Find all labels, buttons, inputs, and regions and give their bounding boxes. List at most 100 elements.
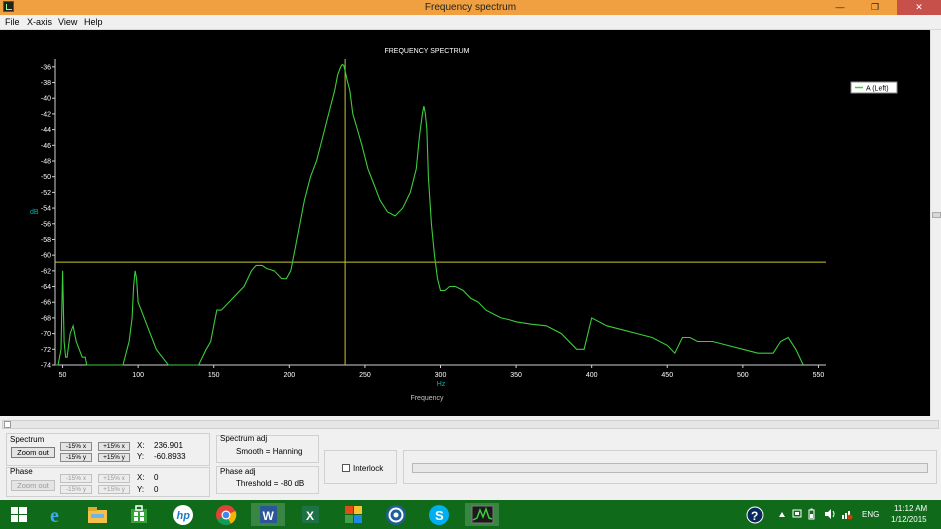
chrome-icon[interactable] — [209, 503, 243, 526]
hp-icon[interactable]: hp — [166, 503, 200, 526]
x-tick-label: 200 — [283, 372, 295, 379]
spectrum-adj-label: Spectrum adj — [220, 434, 268, 443]
x-tick-label: 100 — [132, 372, 144, 379]
threshold-value[interactable]: Threshold = -80 dB — [236, 479, 305, 488]
spectrum-x-value: 236.901 — [154, 441, 183, 450]
progress-group — [403, 450, 937, 484]
show-hidden-icons-icon[interactable] — [778, 510, 786, 518]
spectrum-chart[interactable]: FREQUENCY SPECTRUM -36 -38 -40 -42 -44 -46 -48 -… — [0, 30, 930, 416]
y-tick-label: -44 — [41, 127, 51, 134]
colorful-app-icon[interactable] — [336, 503, 370, 526]
excel-icon[interactable]: X — [293, 503, 327, 526]
clock-date[interactable]: 1/12/2015 — [891, 515, 927, 524]
spectrum-adj-group — [216, 435, 319, 463]
progress-bar — [412, 463, 928, 473]
x-tick-label: 450 — [661, 372, 673, 379]
x-tick-label: 250 — [359, 372, 371, 379]
y-tick-label: -40 — [41, 96, 51, 103]
interlock-checkbox[interactable] — [342, 464, 350, 472]
minimize-button[interactable]: — — [835, 2, 845, 12]
spectrum-app-icon[interactable] — [465, 503, 499, 526]
phase-x-value: 0 — [154, 473, 159, 482]
action-center-icon[interactable] — [792, 509, 802, 519]
app-icon[interactable] — [3, 1, 14, 12]
y-tick-label: -52 — [41, 190, 51, 197]
skype-icon[interactable]: S — [422, 503, 456, 526]
horizontal-scroll-thumb[interactable] — [4, 421, 11, 428]
y-tick-label: -54 — [41, 206, 51, 213]
file-explorer-icon[interactable] — [80, 503, 114, 526]
windows-logo-icon — [11, 507, 27, 522]
y-tick-label: -56 — [41, 221, 51, 228]
phase-minus-y-button[interactable]: -15% y — [60, 485, 92, 494]
x-tick-label: 550 — [813, 372, 825, 379]
y-tick-label: -74 — [41, 363, 51, 370]
battery-icon[interactable] — [808, 508, 816, 520]
windows-start-button[interactable] — [2, 503, 36, 526]
spectrum-x-label: X: — [137, 441, 145, 450]
x-axis-label: Frequency — [410, 395, 444, 402]
control-panel: Spectrum Zoom out -15% x +15% x -15% y +… — [0, 430, 941, 500]
system-tray: ? ENG 11:12 AM 1/12/2015 — [744, 500, 941, 529]
vertical-scroll-thumb[interactable] — [932, 212, 941, 218]
menu-view[interactable]: View — [58, 17, 78, 27]
phase-y-value: 0 — [154, 485, 159, 494]
interlock-group — [324, 450, 397, 484]
clock-time[interactable]: 11:12 AM — [894, 504, 928, 513]
windows-store-icon[interactable] — [122, 503, 156, 526]
phase-plus-y-button[interactable]: +15% y — [98, 485, 130, 494]
network-icon[interactable] — [841, 508, 853, 520]
spectrum-zoom-out-button[interactable]: Zoom out — [11, 447, 55, 458]
spectrum-plus-x-button[interactable]: +15% x — [98, 442, 130, 451]
window-title: Frequency spectrum — [424, 2, 517, 13]
y-tick-label: -46 — [41, 143, 51, 150]
menu-help[interactable]: Help — [84, 17, 103, 27]
phase-adj-group — [216, 466, 319, 494]
horizontal-scrollbar[interactable] — [2, 420, 939, 429]
close-button[interactable]: ✕ — [897, 0, 941, 15]
svg-text:e: e — [50, 505, 59, 526]
x-tick-label: 400 — [586, 372, 598, 379]
svg-text:W: W — [263, 509, 275, 523]
y-tick-label: -42 — [41, 111, 51, 118]
svg-text:X: X — [306, 509, 314, 523]
spectrum-plot-panel[interactable]: FREQUENCY SPECTRUM -36 -38 -40 -42 -44 -46 -48 -… — [0, 30, 930, 416]
svg-text:S: S — [435, 508, 444, 523]
restore-button[interactable]: ❐ — [870, 2, 880, 12]
svg-text:?: ? — [751, 509, 758, 523]
svg-text:hp: hp — [177, 510, 191, 522]
taskbar: e hp W X S ? ENG 11:12 AM 1/12/2015 — [0, 500, 941, 529]
phase-x-label: X: — [137, 473, 145, 482]
y-tick-label: -70 — [41, 331, 51, 338]
spectrum-minus-y-button[interactable]: -15% y — [60, 453, 92, 462]
legend-label: A (Left) — [866, 86, 889, 93]
y-tick-label: -62 — [41, 268, 51, 275]
title-bar: Frequency spectrum — ❐ ✕ — [0, 0, 941, 15]
vertical-scrollbar[interactable] — [930, 30, 941, 416]
spectrum-minus-x-button[interactable]: -15% x — [60, 442, 92, 451]
x-tick-label: 500 — [737, 372, 749, 379]
circle-app-icon[interactable] — [379, 503, 413, 526]
y-tick-label: -58 — [41, 237, 51, 244]
spectrum-plus-y-button[interactable]: +15% y — [98, 453, 130, 462]
x-tick-label: 350 — [510, 372, 522, 379]
interlock-label[interactable]: Interlock — [353, 464, 384, 473]
phase-minus-x-button[interactable]: -15% x — [60, 474, 92, 483]
volume-icon[interactable] — [824, 508, 836, 520]
menu-x-axis[interactable]: X-axis — [27, 17, 53, 27]
phase-adj-label: Phase adj — [220, 467, 256, 476]
y-tick-label: -48 — [41, 159, 51, 166]
internet-explorer-icon[interactable]: e — [41, 503, 75, 527]
phase-y-label: Y: — [137, 485, 145, 494]
phase-plus-x-button[interactable]: +15% x — [98, 474, 130, 483]
y-tick-label: -66 — [41, 300, 51, 307]
menu-bar: File X-axis View Help — [0, 15, 941, 30]
menu-file[interactable]: File — [5, 17, 20, 27]
language-indicator[interactable]: ENG — [862, 510, 880, 519]
spectrum-group — [6, 433, 210, 466]
smoothing-value[interactable]: Smooth = Hanning — [236, 447, 303, 456]
word-icon[interactable]: W — [251, 503, 285, 526]
y-tick-label: -36 — [41, 64, 51, 71]
help-icon[interactable]: ? — [746, 506, 766, 524]
phase-zoom-out-button[interactable]: Zoom out — [11, 480, 55, 491]
